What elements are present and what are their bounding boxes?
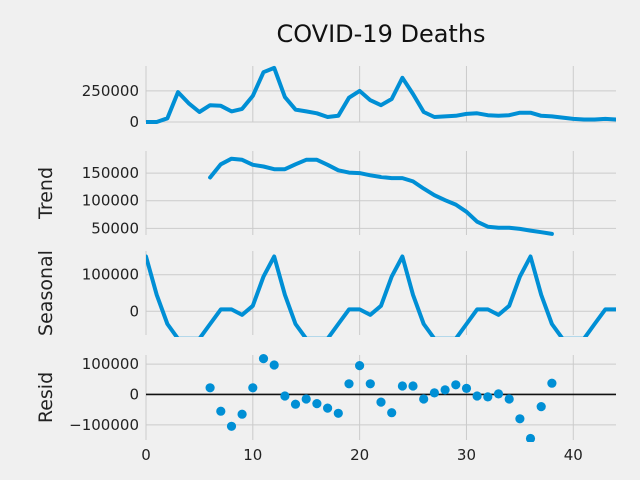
resid-point — [237, 409, 247, 419]
chart-title: COVID-19 Deaths — [276, 20, 485, 48]
observed-ytick-label: 250000 — [82, 82, 139, 100]
resid-point — [483, 392, 493, 402]
resid-point — [504, 394, 514, 404]
trend-axis-label: Trend — [35, 167, 57, 220]
trend-ytick-label: 100000 — [82, 192, 139, 210]
resid-point — [323, 403, 333, 413]
resid-point — [408, 381, 418, 391]
resid-point — [525, 433, 536, 442]
resid-point — [216, 406, 226, 416]
x-tick-label: 10 — [243, 446, 262, 464]
resid-ytick-label: 100000 — [82, 355, 139, 373]
observed-series-line — [146, 65, 616, 124]
x-tick-label: 20 — [350, 446, 369, 464]
resid-point — [515, 414, 525, 424]
resid-point — [419, 394, 429, 404]
seasonal-panel: 0 100000 Seasonal — [35, 250, 616, 337]
resid-point — [355, 361, 365, 371]
seasonal-ytick-label: 0 — [129, 302, 139, 320]
resid-point — [205, 383, 215, 393]
resid-point — [472, 391, 482, 401]
observed-plot-area — [146, 65, 616, 124]
resid-point — [493, 389, 504, 399]
observed-ytick-label: 0 — [129, 113, 139, 131]
resid-point — [258, 354, 269, 364]
resid-axis-label: Resid — [35, 372, 57, 423]
resid-point — [226, 421, 237, 431]
x-tick-label: 0 — [141, 446, 151, 464]
resid-point — [248, 383, 258, 393]
resid-point — [451, 380, 461, 390]
resid-point — [365, 379, 375, 389]
resid-point — [461, 383, 472, 393]
trend-ytick-label: 50000 — [91, 219, 139, 237]
resid-point — [290, 399, 301, 409]
resid-point — [536, 402, 546, 412]
seasonal-plot-area — [146, 254, 616, 337]
resid-plot-area — [146, 354, 616, 442]
seasonal-series-line — [146, 254, 616, 337]
resid-ytick-label: −100000 — [69, 416, 139, 434]
resid-point — [429, 388, 439, 398]
resid-point — [333, 408, 343, 418]
resid-point — [397, 381, 407, 391]
resid-point — [301, 394, 311, 404]
resid-point — [344, 379, 354, 389]
trend-plot-area — [208, 156, 554, 236]
trend-ytick-label: 150000 — [82, 164, 139, 182]
resid-point — [387, 408, 397, 418]
x-tick-label: 40 — [564, 446, 583, 464]
resid-ytick-label: 0 — [129, 385, 139, 403]
trend-series-line — [208, 156, 554, 236]
resid-point — [440, 385, 450, 395]
resid-point — [312, 399, 322, 409]
seasonal-ytick-label: 100000 — [82, 266, 139, 284]
observed-panel: 0 250000 — [82, 65, 616, 131]
seasonal-axis-label: Seasonal — [35, 250, 57, 336]
trend-panel: 50000 100000 150000 Trend — [35, 151, 616, 237]
resid-point — [280, 391, 290, 401]
resid-point — [269, 360, 279, 370]
resid-point — [376, 397, 386, 407]
x-tick-label: 30 — [457, 446, 476, 464]
resid-point — [547, 378, 557, 388]
